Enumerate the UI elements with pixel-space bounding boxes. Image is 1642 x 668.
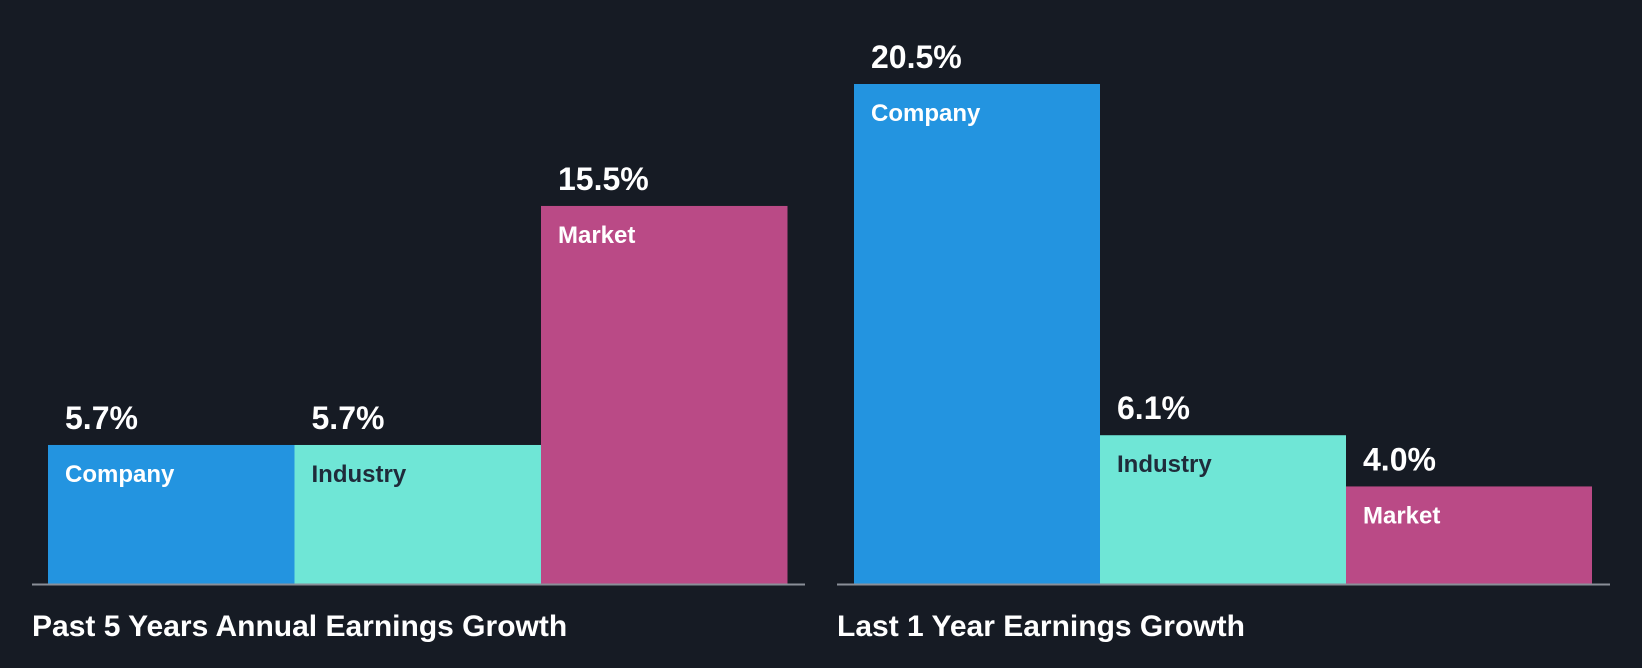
category-label-market: Market	[558, 222, 635, 249]
bar-industry	[294, 444, 541, 584]
bar-market	[541, 205, 788, 584]
category-label-industry: Industry	[312, 461, 407, 488]
category-label-industry: Industry	[1117, 451, 1212, 478]
chart-title: Past 5 Years Annual Earnings Growth	[32, 610, 567, 643]
bar-company	[48, 444, 295, 584]
bar-industry	[1100, 435, 1346, 584]
value-label-industry: 5.7%	[312, 400, 385, 436]
value-label-industry: 6.1%	[1117, 390, 1190, 426]
value-label-company: 5.7%	[65, 400, 138, 436]
bar-market	[1346, 486, 1592, 584]
chart-panel-2: 20.5% Company 6.1% Industry 4.0% Market Last 1…	[837, 39, 1610, 643]
value-label-company: 20.5%	[871, 39, 962, 75]
category-label-company: Company	[871, 100, 981, 127]
chart-panel-1: 5.7% Company 5.7% Industry 15.5% Market Past 5…	[32, 161, 805, 643]
category-label-market: Market	[1363, 502, 1440, 529]
value-label-market: 15.5%	[558, 161, 649, 197]
bar-company	[854, 84, 1100, 584]
value-label-market: 4.0%	[1363, 441, 1436, 477]
category-label-company: Company	[65, 461, 175, 488]
chart-title: Last 1 Year Earnings Growth	[837, 610, 1245, 643]
